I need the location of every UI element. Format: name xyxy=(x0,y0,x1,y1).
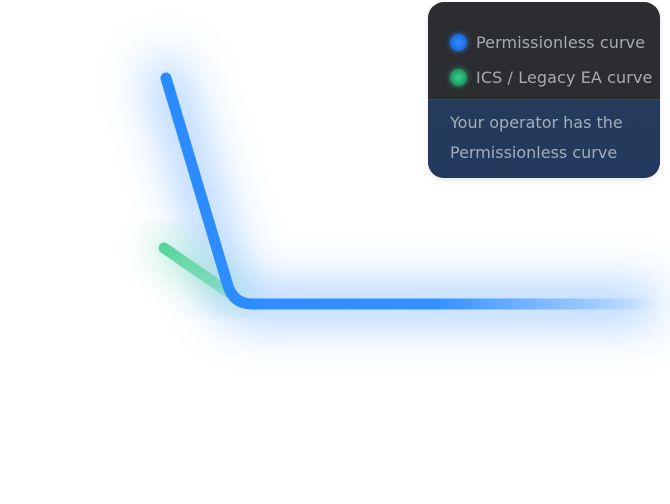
legend-item-permissionless: Permissionless curve xyxy=(450,30,645,54)
permissionless-dot-icon xyxy=(450,33,467,51)
legend-list: Permissionless curve ICS / Legacy EA cur… xyxy=(428,2,660,99)
legend-card: Permissionless curve ICS / Legacy EA cur… xyxy=(428,2,660,178)
ics-legacy-ea-dot-icon xyxy=(450,68,467,86)
permissionless-curve-line xyxy=(160,72,661,310)
ics-legacy-ea-curve-line xyxy=(158,242,234,298)
operator-curve-note xyxy=(428,99,660,178)
legend-label-ics-legacy-ea: ICS / Legacy EA curve xyxy=(476,67,653,87)
legend-label-permissionless: Permissionless curve xyxy=(476,32,646,52)
operator-curve-note-text: Your operator has the Permissionless cur… xyxy=(450,113,623,162)
legend-item-ics-legacy-ea: ICS / Legacy EA curve xyxy=(450,65,652,89)
